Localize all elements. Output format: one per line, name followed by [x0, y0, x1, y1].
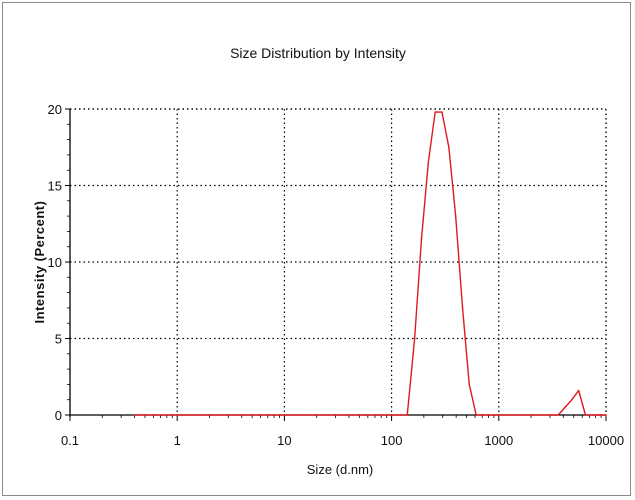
- y-axis-label: Intensity (Percent): [32, 201, 47, 324]
- data-point: [427, 161, 430, 164]
- data-point: [133, 414, 136, 416]
- axes: [69, 109, 606, 417]
- data-point: [413, 337, 416, 340]
- y-tick-label: 15: [48, 179, 62, 194]
- x-axis-label: Size (d.nm): [307, 462, 373, 477]
- intensity-series-line: [134, 111, 606, 416]
- chart-frame: [2, 2, 631, 496]
- data-point: [600, 414, 602, 416]
- x-tick-label: 10: [277, 433, 291, 448]
- data-point: [498, 414, 500, 416]
- data-point: [482, 414, 484, 416]
- data-point: [420, 238, 423, 240]
- data-point: [406, 414, 409, 416]
- data-point: [549, 414, 551, 416]
- series-group: [133, 111, 607, 416]
- data-point: [468, 383, 471, 386]
- data-point: [390, 414, 393, 416]
- data-point: [530, 414, 532, 416]
- data-point: [591, 414, 594, 416]
- y-tick-label: 0: [55, 408, 62, 423]
- data-point: [441, 111, 443, 113]
- data-point: [571, 398, 573, 401]
- data-point: [584, 414, 587, 416]
- x-tick-label: 100: [381, 433, 403, 448]
- y-tick-label: 20: [48, 102, 62, 117]
- x-tick-label: 0.1: [61, 433, 79, 448]
- y-tick-label: 5: [55, 332, 62, 347]
- data-point: [475, 414, 477, 416]
- data-point: [557, 414, 559, 416]
- tick-marks: [65, 108, 607, 421]
- data-point: [454, 215, 457, 217]
- data-point: [283, 414, 286, 416]
- data-point: [176, 414, 178, 416]
- data-point: [577, 389, 580, 392]
- y-tick-label: 10: [48, 255, 62, 270]
- x-tick-label: 1000: [484, 433, 513, 448]
- data-point: [400, 414, 402, 416]
- data-point: [594, 414, 597, 416]
- data-point: [489, 414, 491, 416]
- data-point: [461, 307, 464, 309]
- data-point: [564, 406, 566, 409]
- x-tick-label: 10000: [588, 433, 624, 448]
- data-point: [448, 146, 450, 149]
- tick-labels: 0 5 10 15 20 0.1 1 10 100 1000 10000: [48, 102, 625, 448]
- x-tick-label: 1: [174, 433, 181, 448]
- data-point: [434, 111, 436, 113]
- chart-title: Size Distribution by Intensity: [230, 45, 406, 61]
- grid-lines: [70, 108, 607, 415]
- data-point: [605, 414, 607, 416]
